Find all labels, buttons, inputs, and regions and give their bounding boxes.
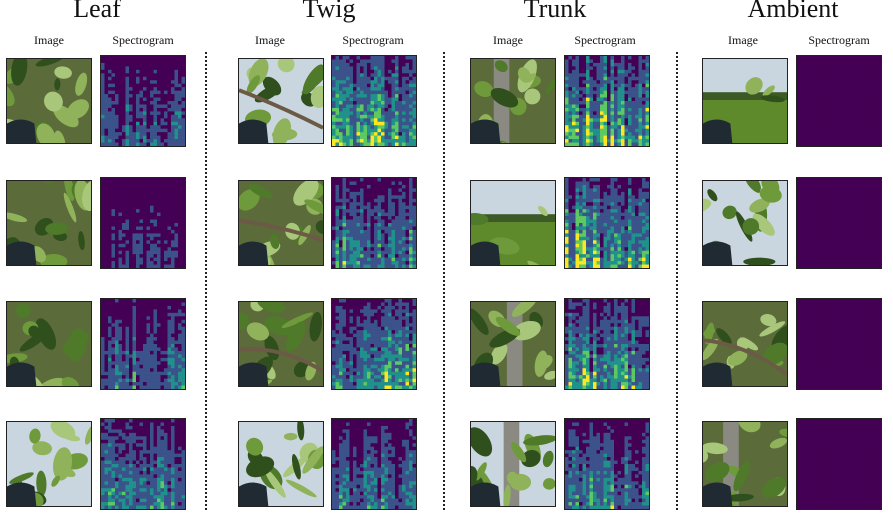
spectrogram-image (565, 56, 649, 146)
photo-tile (470, 180, 556, 266)
photo-tile (238, 421, 324, 507)
photo-image (471, 181, 555, 265)
photo-tile (6, 180, 92, 266)
spectrogram-column-label: Spectrogram (808, 33, 870, 47)
image-column-label: Image (255, 33, 285, 47)
photo-tile (470, 301, 556, 387)
spectrogram-image (565, 299, 649, 389)
spectrogram-image (101, 178, 185, 268)
spectrogram-tile (564, 298, 650, 390)
spectrogram-image (565, 178, 649, 268)
spectrogram-tile (331, 418, 417, 510)
group-title-trunk: Trunk (523, 0, 587, 23)
spectrogram-tile (331, 55, 417, 147)
photo-image (703, 59, 787, 143)
spectrogram-image (101, 419, 185, 509)
image-column-label: Image (34, 33, 64, 47)
spectrogram-image (101, 56, 185, 146)
spectrogram-column-label: Spectrogram (112, 33, 174, 47)
spectrogram-image (101, 299, 185, 389)
photo-image (471, 302, 555, 386)
spectrogram-image (797, 56, 881, 146)
spectrogram-tile (796, 418, 882, 510)
spectrogram-tile (331, 298, 417, 390)
spectrogram-image (332, 299, 416, 389)
photo-tile (470, 421, 556, 507)
spectrogram-image (565, 419, 649, 509)
photo-tile (238, 301, 324, 387)
photo-tile (702, 58, 788, 144)
divider (205, 52, 207, 510)
image-column-label: Image (493, 33, 523, 47)
spectrogram-column-label: Spectrogram (574, 33, 636, 47)
spectrogram-tile (564, 177, 650, 269)
photo-image (7, 181, 91, 265)
spectrogram-image (797, 419, 881, 509)
photo-image (239, 181, 323, 265)
photo-image (703, 302, 787, 386)
photo-image (7, 422, 91, 506)
image-column-label: Image (728, 33, 758, 47)
spectrogram-tile (564, 418, 650, 510)
spectrogram-image (332, 419, 416, 509)
spectrogram-tile (796, 298, 882, 390)
spectrogram-column-label: Spectrogram (342, 33, 404, 47)
spectrogram-tile (796, 177, 882, 269)
spectrogram-tile (100, 418, 186, 510)
spectrogram-image (332, 56, 416, 146)
spectrogram-image (797, 299, 881, 389)
photo-image (7, 302, 91, 386)
photo-image (471, 422, 555, 506)
photo-image (703, 422, 787, 506)
photo-image (239, 302, 323, 386)
spectrogram-tile (100, 177, 186, 269)
divider (443, 52, 445, 510)
spectrogram-image (332, 178, 416, 268)
spectrogram-tile (564, 55, 650, 147)
photo-tile (238, 58, 324, 144)
photo-image (239, 422, 323, 506)
spectrogram-image (797, 178, 881, 268)
photo-tile (6, 301, 92, 387)
spectrogram-tile (796, 55, 882, 147)
photo-tile (470, 58, 556, 144)
photo-tile (702, 421, 788, 507)
spectrogram-tile (331, 177, 417, 269)
divider (676, 52, 678, 510)
photo-tile (702, 180, 788, 266)
photo-tile (6, 421, 92, 507)
spectrogram-tile (100, 298, 186, 390)
group-title-leaf: Leaf (73, 0, 121, 23)
photo-tile (702, 301, 788, 387)
photo-image (239, 59, 323, 143)
group-title-twig: Twig (302, 0, 356, 23)
spectrogram-tile (100, 55, 186, 147)
photo-tile (6, 58, 92, 144)
photo-image (471, 59, 555, 143)
photo-image (7, 59, 91, 143)
group-title-ambient: Ambient (747, 0, 839, 23)
photo-image (703, 181, 787, 265)
photo-tile (238, 180, 324, 266)
